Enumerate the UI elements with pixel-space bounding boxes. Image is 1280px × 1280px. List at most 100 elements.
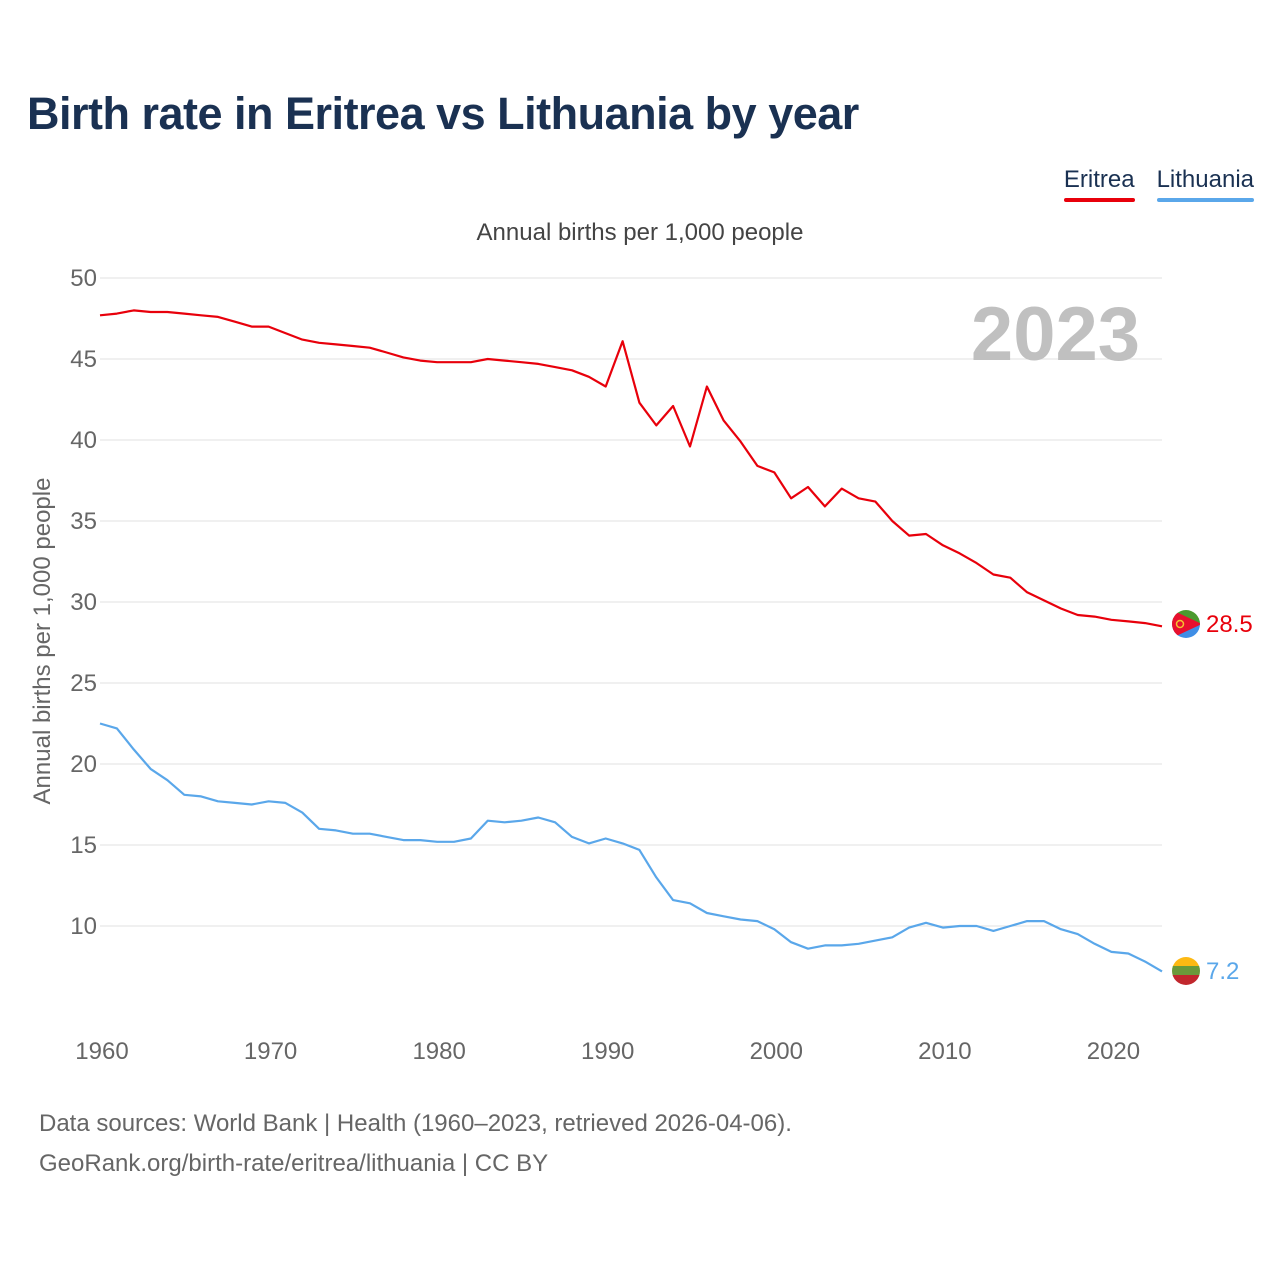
- data-point-eritrea[interactable]: [216, 314, 221, 319]
- data-point-eritrea[interactable]: [334, 342, 339, 347]
- data-point-lithuania[interactable]: [266, 799, 271, 804]
- data-point-lithuania[interactable]: [1075, 932, 1080, 937]
- data-point-lithuania[interactable]: [283, 800, 288, 805]
- data-point-lithuania[interactable]: [789, 940, 794, 945]
- data-point-eritrea[interactable]: [603, 384, 608, 389]
- data-point-lithuania[interactable]: [890, 935, 895, 940]
- data-point-eritrea[interactable]: [620, 339, 625, 344]
- data-point-eritrea[interactable]: [957, 551, 962, 556]
- data-point-lithuania[interactable]: [1008, 924, 1013, 929]
- data-point-eritrea[interactable]: [452, 360, 457, 365]
- data-point-eritrea[interactable]: [283, 331, 288, 336]
- data-point-eritrea[interactable]: [519, 360, 524, 365]
- data-point-lithuania[interactable]: [1042, 919, 1047, 924]
- data-point-lithuania[interactable]: [586, 841, 591, 846]
- data-point-lithuania[interactable]: [468, 836, 473, 841]
- data-point-lithuania[interactable]: [856, 941, 861, 946]
- data-point-lithuania[interactable]: [1092, 941, 1097, 946]
- data-point-lithuania[interactable]: [300, 810, 305, 815]
- data-point-lithuania[interactable]: [721, 914, 726, 919]
- data-point-eritrea[interactable]: [384, 350, 389, 355]
- data-point-eritrea[interactable]: [317, 340, 322, 345]
- data-point-lithuania[interactable]: [772, 927, 777, 932]
- data-point-eritrea[interactable]: [199, 313, 204, 318]
- data-point-eritrea[interactable]: [553, 365, 558, 370]
- data-point-eritrea[interactable]: [570, 368, 575, 373]
- data-point-eritrea[interactable]: [839, 486, 844, 491]
- data-point-eritrea[interactable]: [536, 361, 541, 366]
- data-point-lithuania[interactable]: [570, 834, 575, 839]
- data-point-lithuania[interactable]: [1160, 969, 1165, 974]
- data-point-lithuania[interactable]: [114, 726, 119, 731]
- data-point-eritrea[interactable]: [1160, 624, 1165, 629]
- data-point-lithuania[interactable]: [839, 943, 844, 948]
- data-point-lithuania[interactable]: [1058, 927, 1063, 932]
- data-point-eritrea[interactable]: [586, 374, 591, 379]
- data-point-eritrea[interactable]: [350, 344, 355, 349]
- data-point-eritrea[interactable]: [873, 499, 878, 504]
- data-point-eritrea[interactable]: [940, 543, 945, 548]
- data-point-eritrea[interactable]: [721, 418, 726, 423]
- data-point-lithuania[interactable]: [671, 898, 676, 903]
- data-point-lithuania[interactable]: [991, 928, 996, 933]
- data-point-eritrea[interactable]: [974, 561, 979, 566]
- data-point-lithuania[interactable]: [1109, 949, 1114, 954]
- data-point-lithuania[interactable]: [165, 778, 170, 783]
- data-point-eritrea[interactable]: [300, 337, 305, 342]
- legend-item-lithuania[interactable]: Lithuania: [1156, 166, 1254, 202]
- data-point-eritrea[interactable]: [822, 504, 827, 509]
- data-point-eritrea[interactable]: [1126, 619, 1131, 624]
- data-point-eritrea[interactable]: [1058, 606, 1063, 611]
- data-point-lithuania[interactable]: [216, 799, 221, 804]
- data-point-lithuania[interactable]: [620, 841, 625, 846]
- data-point-eritrea[interactable]: [671, 404, 676, 409]
- data-point-eritrea[interactable]: [738, 439, 743, 444]
- data-point-eritrea[interactable]: [1042, 598, 1047, 603]
- data-point-eritrea[interactable]: [637, 400, 642, 405]
- data-point-eritrea[interactable]: [232, 319, 237, 324]
- data-point-eritrea[interactable]: [806, 485, 811, 490]
- data-point-eritrea[interactable]: [654, 423, 659, 428]
- data-point-lithuania[interactable]: [940, 925, 945, 930]
- data-point-lithuania[interactable]: [98, 721, 103, 726]
- data-point-eritrea[interactable]: [755, 463, 760, 468]
- data-point-eritrea[interactable]: [485, 357, 490, 362]
- data-point-eritrea[interactable]: [148, 310, 153, 315]
- data-point-eritrea[interactable]: [1092, 614, 1097, 619]
- data-point-eritrea[interactable]: [1143, 621, 1148, 626]
- data-point-lithuania[interactable]: [654, 875, 659, 880]
- series-line-lithuania[interactable]: [99, 722, 1163, 973]
- data-point-eritrea[interactable]: [165, 310, 170, 315]
- data-point-lithuania[interactable]: [367, 831, 372, 836]
- data-point-eritrea[interactable]: [418, 358, 423, 363]
- data-point-lithuania[interactable]: [738, 917, 743, 922]
- data-point-lithuania[interactable]: [974, 924, 979, 929]
- data-point-lithuania[interactable]: [536, 815, 541, 820]
- data-point-lithuania[interactable]: [317, 826, 322, 831]
- data-point-lithuania[interactable]: [755, 919, 760, 924]
- data-point-eritrea[interactable]: [1025, 590, 1030, 595]
- data-point-eritrea[interactable]: [856, 496, 861, 501]
- data-point-lithuania[interactable]: [384, 834, 389, 839]
- data-point-lithuania[interactable]: [907, 925, 912, 930]
- data-point-lithuania[interactable]: [1143, 959, 1148, 964]
- data-point-lithuania[interactable]: [519, 818, 524, 823]
- data-point-lithuania[interactable]: [822, 943, 827, 948]
- data-point-eritrea[interactable]: [688, 444, 693, 449]
- data-point-eritrea[interactable]: [1075, 613, 1080, 618]
- data-point-lithuania[interactable]: [873, 938, 878, 943]
- data-point-lithuania[interactable]: [249, 802, 254, 807]
- data-point-eritrea[interactable]: [114, 311, 119, 316]
- data-point-lithuania[interactable]: [131, 747, 136, 752]
- data-point-lithuania[interactable]: [418, 838, 423, 843]
- series-line-eritrea[interactable]: [99, 309, 1163, 628]
- data-point-lithuania[interactable]: [232, 800, 237, 805]
- data-point-lithuania[interactable]: [401, 838, 406, 843]
- data-point-eritrea[interactable]: [249, 324, 254, 329]
- data-point-lithuania[interactable]: [553, 820, 558, 825]
- data-point-lithuania[interactable]: [350, 831, 355, 836]
- data-point-eritrea[interactable]: [991, 572, 996, 577]
- data-point-eritrea[interactable]: [367, 345, 372, 350]
- data-point-lithuania[interactable]: [603, 836, 608, 841]
- data-point-eritrea[interactable]: [131, 308, 136, 313]
